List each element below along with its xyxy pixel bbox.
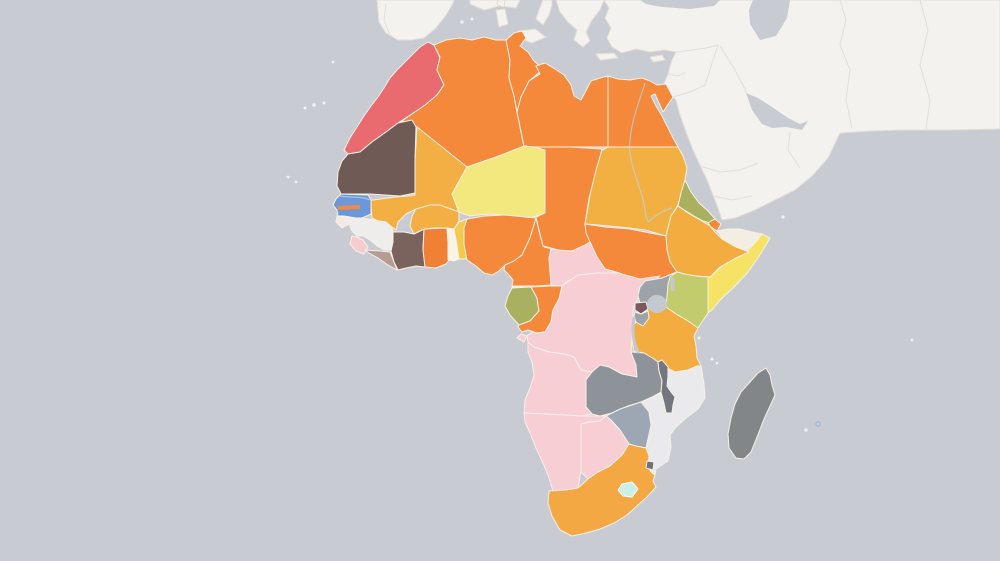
lake-tanganyika [631,316,640,354]
landmass-iberia [376,0,455,41]
country-mauritania[interactable] [336,119,417,197]
blue-nile-river [647,207,673,223]
africa-countries [332,30,776,537]
country-angola[interactable] [523,341,593,417]
country-egypt[interactable] [607,75,679,148]
country-liberia[interactable] [364,249,398,271]
black-sea [640,0,720,9]
country-ghana[interactable] [422,227,451,269]
country-lesotho[interactable] [617,481,639,498]
country-namibia[interactable] [523,412,607,492]
country-south-africa[interactable] [547,443,657,537]
foreign-landmasses [286,0,1000,432]
lake-turkana [670,277,675,291]
nile-river [629,82,649,223]
country-sudan[interactable] [584,146,688,237]
country-eritrea[interactable] [677,179,716,224]
landmass-crete [595,52,619,61]
country-gambia[interactable] [338,205,360,210]
country-malawi[interactable] [657,359,676,414]
foreign-borders [383,0,931,201]
senegal-river [339,195,371,201]
country-rwanda[interactable] [634,301,649,315]
country-eswatini[interactable] [645,460,655,471]
landmass-middle-east [603,0,1000,221]
landmass-corsica [496,0,506,8]
landmass-cyprus [649,54,666,63]
country-ivory-coast[interactable] [390,228,426,271]
landmass-greece [555,0,605,48]
lake-victoria [647,295,667,313]
caspian-sea [749,0,790,40]
water-features [339,82,675,354]
country-cabinda[interactable] [516,333,528,343]
small-islands [286,17,914,432]
landmass-sardinia [495,8,509,28]
landmass-calabria [535,0,553,26]
persian-gulf [746,93,808,130]
country-libya[interactable] [516,62,609,148]
country-madagascar[interactable] [727,367,776,460]
country-burkina-faso[interactable] [409,204,460,235]
